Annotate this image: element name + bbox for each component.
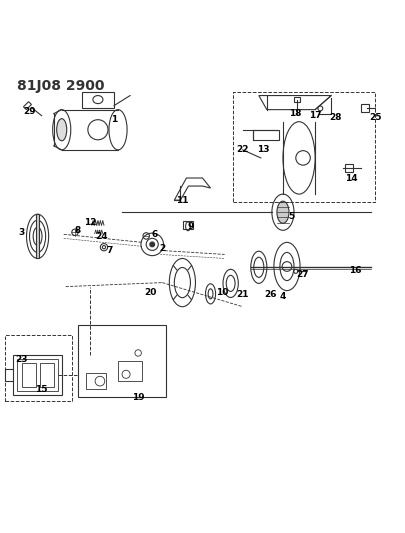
Text: 22: 22 (237, 146, 249, 155)
Text: 81J08 2900: 81J08 2900 (17, 79, 105, 93)
Bar (86, 373, 106, 389)
Text: 17: 17 (309, 111, 322, 120)
Bar (17, 359, 58, 391)
Ellipse shape (57, 119, 67, 141)
Bar (183, 221, 193, 229)
Text: 4: 4 (280, 292, 286, 301)
Text: 6: 6 (151, 230, 158, 239)
Text: 26: 26 (264, 290, 277, 299)
Text: 13: 13 (257, 146, 269, 155)
Bar (21, 363, 36, 387)
Text: 15: 15 (35, 385, 48, 394)
Bar (78, 325, 166, 397)
Bar (361, 104, 369, 111)
Text: 8: 8 (75, 226, 81, 235)
Text: 10: 10 (216, 288, 229, 297)
Bar (36, 214, 39, 259)
Bar (40, 363, 54, 387)
Text: 14: 14 (345, 174, 358, 182)
Bar (82, 92, 114, 108)
Text: 3: 3 (18, 228, 25, 237)
Bar (118, 361, 142, 381)
Text: 20: 20 (144, 288, 156, 297)
Text: 12: 12 (83, 218, 96, 227)
Text: 9: 9 (187, 222, 194, 231)
Text: 1: 1 (111, 115, 117, 124)
Text: 19: 19 (132, 393, 145, 402)
Text: 24: 24 (96, 232, 108, 241)
Text: 27: 27 (297, 270, 309, 279)
Text: 11: 11 (176, 196, 189, 205)
Bar (23, 102, 32, 110)
Text: 16: 16 (349, 266, 362, 275)
Circle shape (150, 242, 155, 247)
Text: 5: 5 (288, 212, 294, 221)
Text: 21: 21 (237, 290, 249, 299)
Text: 29: 29 (23, 107, 36, 116)
Text: 23: 23 (15, 354, 28, 364)
Bar (345, 164, 353, 172)
Ellipse shape (277, 201, 289, 223)
Text: 2: 2 (159, 244, 165, 253)
Text: 25: 25 (369, 113, 382, 122)
Bar (294, 97, 300, 102)
Text: 18: 18 (289, 109, 301, 118)
Text: 7: 7 (107, 246, 113, 255)
Text: 28: 28 (329, 113, 341, 122)
Bar (253, 130, 279, 140)
